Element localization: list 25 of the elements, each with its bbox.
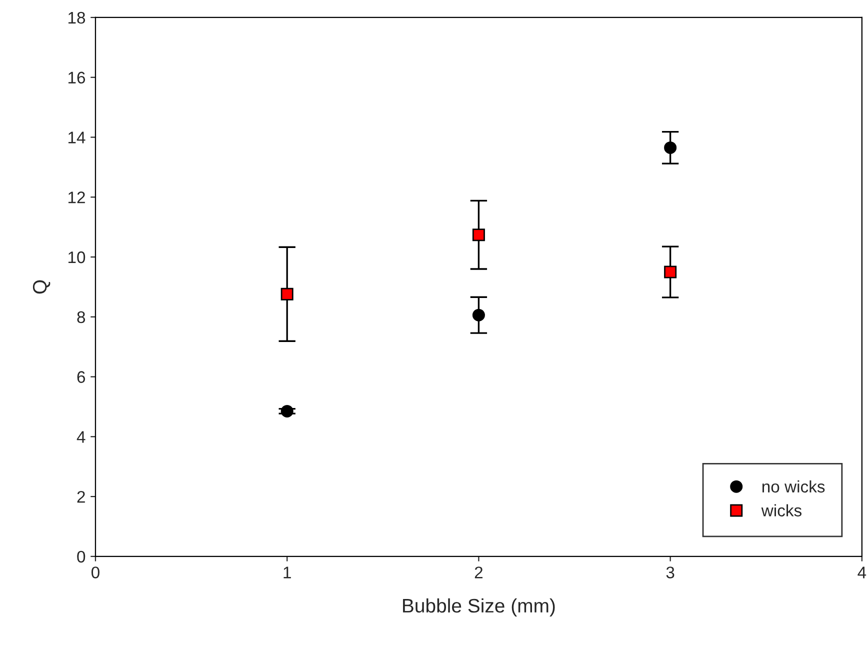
y-tick-label: 4 xyxy=(76,431,86,443)
y-tick-label: 16 xyxy=(68,72,86,84)
x-axis-title: Bubble Size (mm) xyxy=(403,598,555,616)
legend-label: no wicks xyxy=(762,480,825,493)
point xyxy=(280,288,294,300)
y-tick-label: 10 xyxy=(68,251,86,264)
y-tick-label: 12 xyxy=(68,192,85,204)
y-tick-label: 2 xyxy=(77,490,85,503)
x-tick-label: 2 xyxy=(474,566,482,578)
point xyxy=(664,266,677,278)
y-tick-label: 8 xyxy=(77,311,86,324)
point xyxy=(472,308,485,322)
y-axis-title: Q xyxy=(32,280,50,294)
point xyxy=(280,404,294,418)
point xyxy=(664,141,677,154)
y-tick-label: 0 xyxy=(77,550,86,563)
point xyxy=(472,228,485,242)
x-tick-label: 0 xyxy=(91,566,100,578)
x-tick-label: 1 xyxy=(284,566,291,578)
y-tick-label: 18 xyxy=(68,12,86,24)
y-tick-label: 6 xyxy=(77,371,86,383)
y-tick-label: 14 xyxy=(68,132,86,144)
x-tick-label: 4 xyxy=(858,566,866,578)
x-tick-label: 3 xyxy=(666,566,674,578)
legend-label: wicks xyxy=(761,504,802,516)
